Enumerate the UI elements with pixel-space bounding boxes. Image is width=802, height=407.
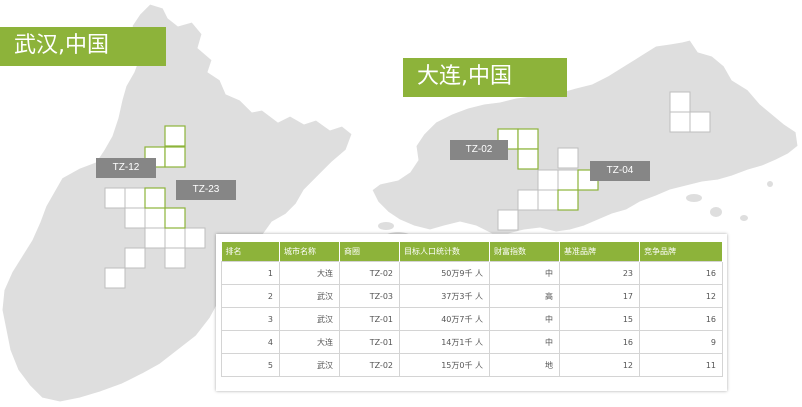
cell-benchmark-brand: 16 bbox=[559, 330, 640, 354]
cell-city: 大连 bbox=[279, 330, 340, 354]
cell-competitor-brand: 11 bbox=[639, 353, 723, 377]
zone-cell-highlight bbox=[557, 189, 579, 211]
table-row[interactable]: 1 大连 TZ-02 50万9千 人 中 23 16 bbox=[221, 261, 723, 285]
zone-cell bbox=[669, 91, 691, 113]
cell-population: 14万1千 人 bbox=[399, 330, 490, 354]
cell-population: 37万3千 人 bbox=[399, 284, 490, 308]
zone-cell-highlight bbox=[164, 125, 186, 147]
column-header-wealth-index[interactable]: 财富指数 bbox=[489, 242, 560, 262]
cell-wealth-index: 中 bbox=[489, 261, 560, 285]
island bbox=[378, 222, 394, 230]
cell-wealth-index: 地 bbox=[489, 353, 560, 377]
zone-tag-tz23[interactable]: TZ-23 bbox=[176, 180, 236, 200]
zone-cell bbox=[164, 227, 186, 249]
island bbox=[686, 194, 702, 202]
cell-trade-area: TZ-01 bbox=[339, 307, 400, 331]
cell-city: 武汉 bbox=[279, 284, 340, 308]
cell-trade-area: TZ-03 bbox=[339, 284, 400, 308]
cell-wealth-index: 高 bbox=[489, 284, 560, 308]
cell-city: 大连 bbox=[279, 261, 340, 285]
zone-cell-highlight bbox=[517, 128, 539, 150]
column-header-city[interactable]: 城市名称 bbox=[279, 242, 340, 262]
city-banner-wuhan: 武汉,中国 bbox=[0, 27, 166, 66]
cell-rank: 1 bbox=[221, 261, 280, 285]
zone-cell-highlight bbox=[517, 148, 539, 170]
cell-benchmark-brand: 17 bbox=[559, 284, 640, 308]
zone-cell bbox=[517, 189, 539, 211]
zone-cell bbox=[104, 187, 126, 209]
zone-tag-tz04[interactable]: TZ-04 bbox=[590, 161, 650, 181]
cell-wealth-index: 中 bbox=[489, 307, 560, 331]
zone-cell bbox=[144, 207, 166, 229]
column-header-trade-area[interactable]: 商圈 bbox=[339, 242, 400, 262]
wuhan-zone-grid-highlight bbox=[144, 125, 186, 229]
zone-cell bbox=[669, 111, 691, 133]
zone-cell bbox=[124, 187, 146, 209]
zone-cell bbox=[557, 169, 579, 191]
zone-cell-highlight bbox=[164, 146, 186, 168]
island bbox=[767, 181, 773, 187]
island bbox=[740, 215, 748, 221]
cell-population: 15万0千 人 bbox=[399, 353, 490, 377]
dalian-zone-grid bbox=[497, 91, 711, 231]
table-row[interactable]: 2 武汉 TZ-03 37万3千 人 高 17 12 bbox=[221, 284, 723, 308]
zone-cell bbox=[124, 207, 146, 229]
zone-cell bbox=[164, 247, 186, 269]
zone-cell bbox=[104, 267, 126, 289]
cell-competitor-brand: 9 bbox=[639, 330, 723, 354]
zone-cell-highlight bbox=[144, 187, 166, 209]
zone-tag-tz02[interactable]: TZ-02 bbox=[450, 140, 508, 160]
cell-benchmark-brand: 15 bbox=[559, 307, 640, 331]
cell-rank: 5 bbox=[221, 353, 280, 377]
column-header-benchmark-brand[interactable]: 基准品牌 bbox=[559, 242, 640, 262]
cell-competitor-brand: 16 bbox=[639, 307, 723, 331]
cell-wealth-index: 中 bbox=[489, 330, 560, 354]
cell-trade-area: TZ-02 bbox=[339, 261, 400, 285]
cell-population: 50万9千 人 bbox=[399, 261, 490, 285]
table-row[interactable]: 5 武汉 TZ-02 15万0千 人 地 12 11 bbox=[221, 353, 723, 377]
cell-benchmark-brand: 23 bbox=[559, 261, 640, 285]
cell-competitor-brand: 16 bbox=[639, 261, 723, 285]
cell-trade-area: TZ-02 bbox=[339, 353, 400, 377]
column-header-rank[interactable]: 排名 bbox=[221, 242, 280, 262]
zone-cell bbox=[144, 227, 166, 249]
column-header-population[interactable]: 目标人口统计数 bbox=[399, 242, 490, 262]
wuhan-region-land bbox=[1, 3, 353, 403]
zone-tag-tz12[interactable]: TZ-12 bbox=[96, 158, 156, 178]
cell-trade-area: TZ-01 bbox=[339, 330, 400, 354]
cell-city: 武汉 bbox=[279, 353, 340, 377]
cell-rank: 3 bbox=[221, 307, 280, 331]
cell-population: 40万7千 人 bbox=[399, 307, 490, 331]
zone-cell bbox=[124, 247, 146, 269]
table-row[interactable]: 3 武汉 TZ-01 40万7千 人 中 15 16 bbox=[221, 307, 723, 331]
cell-benchmark-brand: 12 bbox=[559, 353, 640, 377]
city-banner-dalian: 大连,中国 bbox=[403, 58, 567, 97]
table-header-row: 排名 城市名称 商圈 目标人口统计数 财富指数 基准品牌 竞争品牌 bbox=[221, 242, 723, 262]
table-row[interactable]: 4 大连 TZ-01 14万1千 人 中 16 9 bbox=[221, 330, 723, 354]
zone-cell bbox=[184, 227, 206, 249]
column-header-competitor-brand[interactable]: 竞争品牌 bbox=[639, 242, 723, 262]
zone-cell bbox=[537, 169, 559, 191]
ranking-table-panel: 排名 城市名称 商圈 目标人口统计数 财富指数 基准品牌 竞争品牌 1 大连 T… bbox=[216, 234, 727, 391]
zone-cell bbox=[497, 209, 519, 231]
wuhan-zone-grid bbox=[104, 187, 206, 289]
cell-competitor-brand: 12 bbox=[639, 284, 723, 308]
zone-cell bbox=[689, 111, 711, 133]
zone-cell bbox=[537, 189, 559, 211]
cell-rank: 2 bbox=[221, 284, 280, 308]
zone-cell bbox=[557, 147, 579, 169]
island bbox=[710, 207, 722, 217]
cell-city: 武汉 bbox=[279, 307, 340, 331]
cell-rank: 4 bbox=[221, 330, 280, 354]
ranking-table: 排名 城市名称 商圈 目标人口统计数 财富指数 基准品牌 竞争品牌 1 大连 T… bbox=[221, 242, 723, 377]
zone-cell-highlight bbox=[164, 207, 186, 229]
